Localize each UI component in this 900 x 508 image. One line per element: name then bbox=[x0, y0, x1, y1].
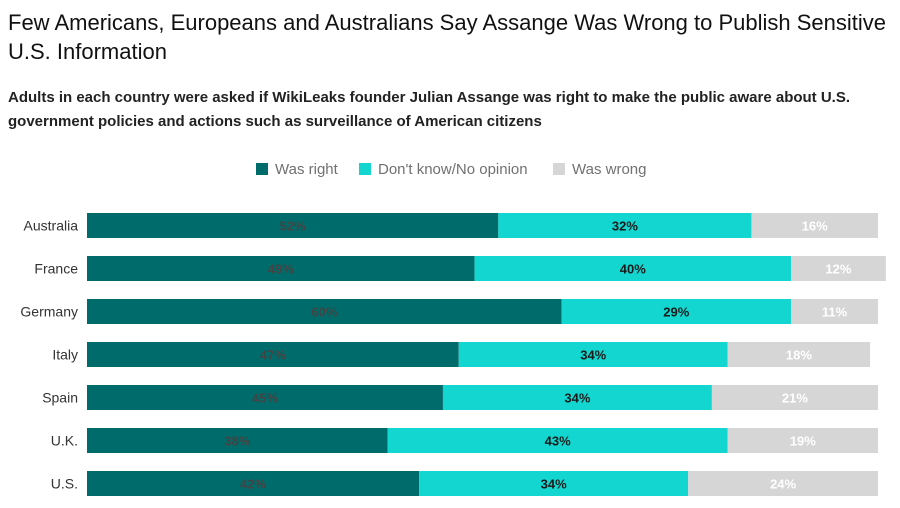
bar-u-s-was-wrong bbox=[688, 471, 878, 496]
bar-germany-was-right bbox=[87, 299, 562, 324]
bar-u-k-was-wrong bbox=[727, 428, 878, 453]
category-label-spain: Spain bbox=[42, 390, 78, 406]
bar-spain-was-right bbox=[87, 385, 443, 410]
data-label-australia-was-wrong: 16% bbox=[802, 219, 828, 234]
legend-label-dont-know: Don't know/No opinion bbox=[378, 160, 528, 178]
category-label-italy: Italy bbox=[52, 347, 78, 363]
legend-item-was-wrong: Was wrong bbox=[553, 158, 646, 180]
legend-swatch-dont-know bbox=[359, 163, 371, 175]
data-label-italy-don-t-know-no-opinion: 34% bbox=[580, 348, 606, 363]
data-label-australia-don-t-know-no-opinion: 32% bbox=[612, 219, 638, 234]
data-label-u-k-don-t-know-no-opinion: 43% bbox=[545, 434, 571, 449]
category-label-france: France bbox=[34, 261, 78, 277]
chart-legend: Was right Don't know/No opinion Was wron… bbox=[0, 158, 900, 180]
bar-australia-was-right bbox=[87, 213, 499, 238]
bar-spain-don-t-know-no-opinion bbox=[442, 385, 712, 410]
data-label-spain-don-t-know-no-opinion: 34% bbox=[564, 391, 590, 406]
legend-item-dont-know: Don't know/No opinion bbox=[359, 158, 528, 180]
data-label-spain-was-right: 45% bbox=[252, 391, 278, 406]
data-label-u-s-was-right: 42% bbox=[240, 477, 266, 492]
bar-france-was-wrong bbox=[790, 256, 886, 281]
data-label-france-was-right: 49% bbox=[268, 262, 294, 277]
data-label-france-was-wrong: 12% bbox=[825, 262, 851, 277]
legend-label-was-right: Was right bbox=[275, 160, 338, 178]
category-label-australia: Australia bbox=[24, 218, 79, 234]
data-label-spain-was-wrong: 21% bbox=[782, 391, 808, 406]
category-label-u-s: U.S. bbox=[51, 476, 78, 492]
bar-italy-don-t-know-no-opinion bbox=[458, 342, 728, 367]
data-label-germany-was-right: 60% bbox=[311, 305, 337, 320]
data-label-france-don-t-know-no-opinion: 40% bbox=[620, 262, 646, 277]
bar-italy-was-wrong bbox=[727, 342, 871, 367]
data-label-italy-was-right: 47% bbox=[260, 348, 286, 363]
bar-italy-was-right bbox=[87, 342, 459, 367]
data-label-italy-was-wrong: 18% bbox=[786, 348, 812, 363]
legend-swatch-was-right bbox=[256, 163, 268, 175]
data-label-u-k-was-right: 38% bbox=[224, 434, 250, 449]
bar-germany-was-wrong bbox=[790, 299, 878, 324]
bar-u-k-was-right bbox=[87, 428, 388, 453]
bar-france-don-t-know-no-opinion bbox=[474, 256, 791, 281]
bar-spain-was-wrong bbox=[711, 385, 878, 410]
data-label-australia-was-right: 52% bbox=[280, 219, 306, 234]
bar-france-was-right bbox=[87, 256, 475, 281]
bar-germany-don-t-know-no-opinion bbox=[561, 299, 791, 324]
bar-u-s-was-right bbox=[87, 471, 420, 496]
data-label-germany-was-wrong: 11% bbox=[822, 305, 848, 320]
legend-item-was-right: Was right bbox=[256, 158, 338, 180]
data-label-u-s-was-wrong: 24% bbox=[770, 477, 796, 492]
data-label-u-s-don-t-know-no-opinion: 34% bbox=[541, 477, 567, 492]
category-label-u-k: U.K. bbox=[51, 433, 78, 449]
data-label-germany-don-t-know-no-opinion: 29% bbox=[663, 305, 689, 320]
data-label-u-k-was-wrong: 19% bbox=[790, 434, 816, 449]
bar-u-k-don-t-know-no-opinion bbox=[387, 428, 728, 453]
chart-subtitle: Adults in each country were asked if Wik… bbox=[8, 89, 851, 130]
category-label-germany: Germany bbox=[20, 304, 78, 320]
legend-label-was-wrong: Was wrong bbox=[572, 160, 647, 178]
legend-swatch-was-wrong bbox=[553, 163, 565, 175]
bar-u-s-don-t-know-no-opinion bbox=[419, 471, 689, 496]
bar-australia-was-wrong bbox=[751, 213, 878, 238]
bar-australia-don-t-know-no-opinion bbox=[498, 213, 752, 238]
chart-title: Few Americans, Europeans and Australians… bbox=[8, 10, 887, 64]
